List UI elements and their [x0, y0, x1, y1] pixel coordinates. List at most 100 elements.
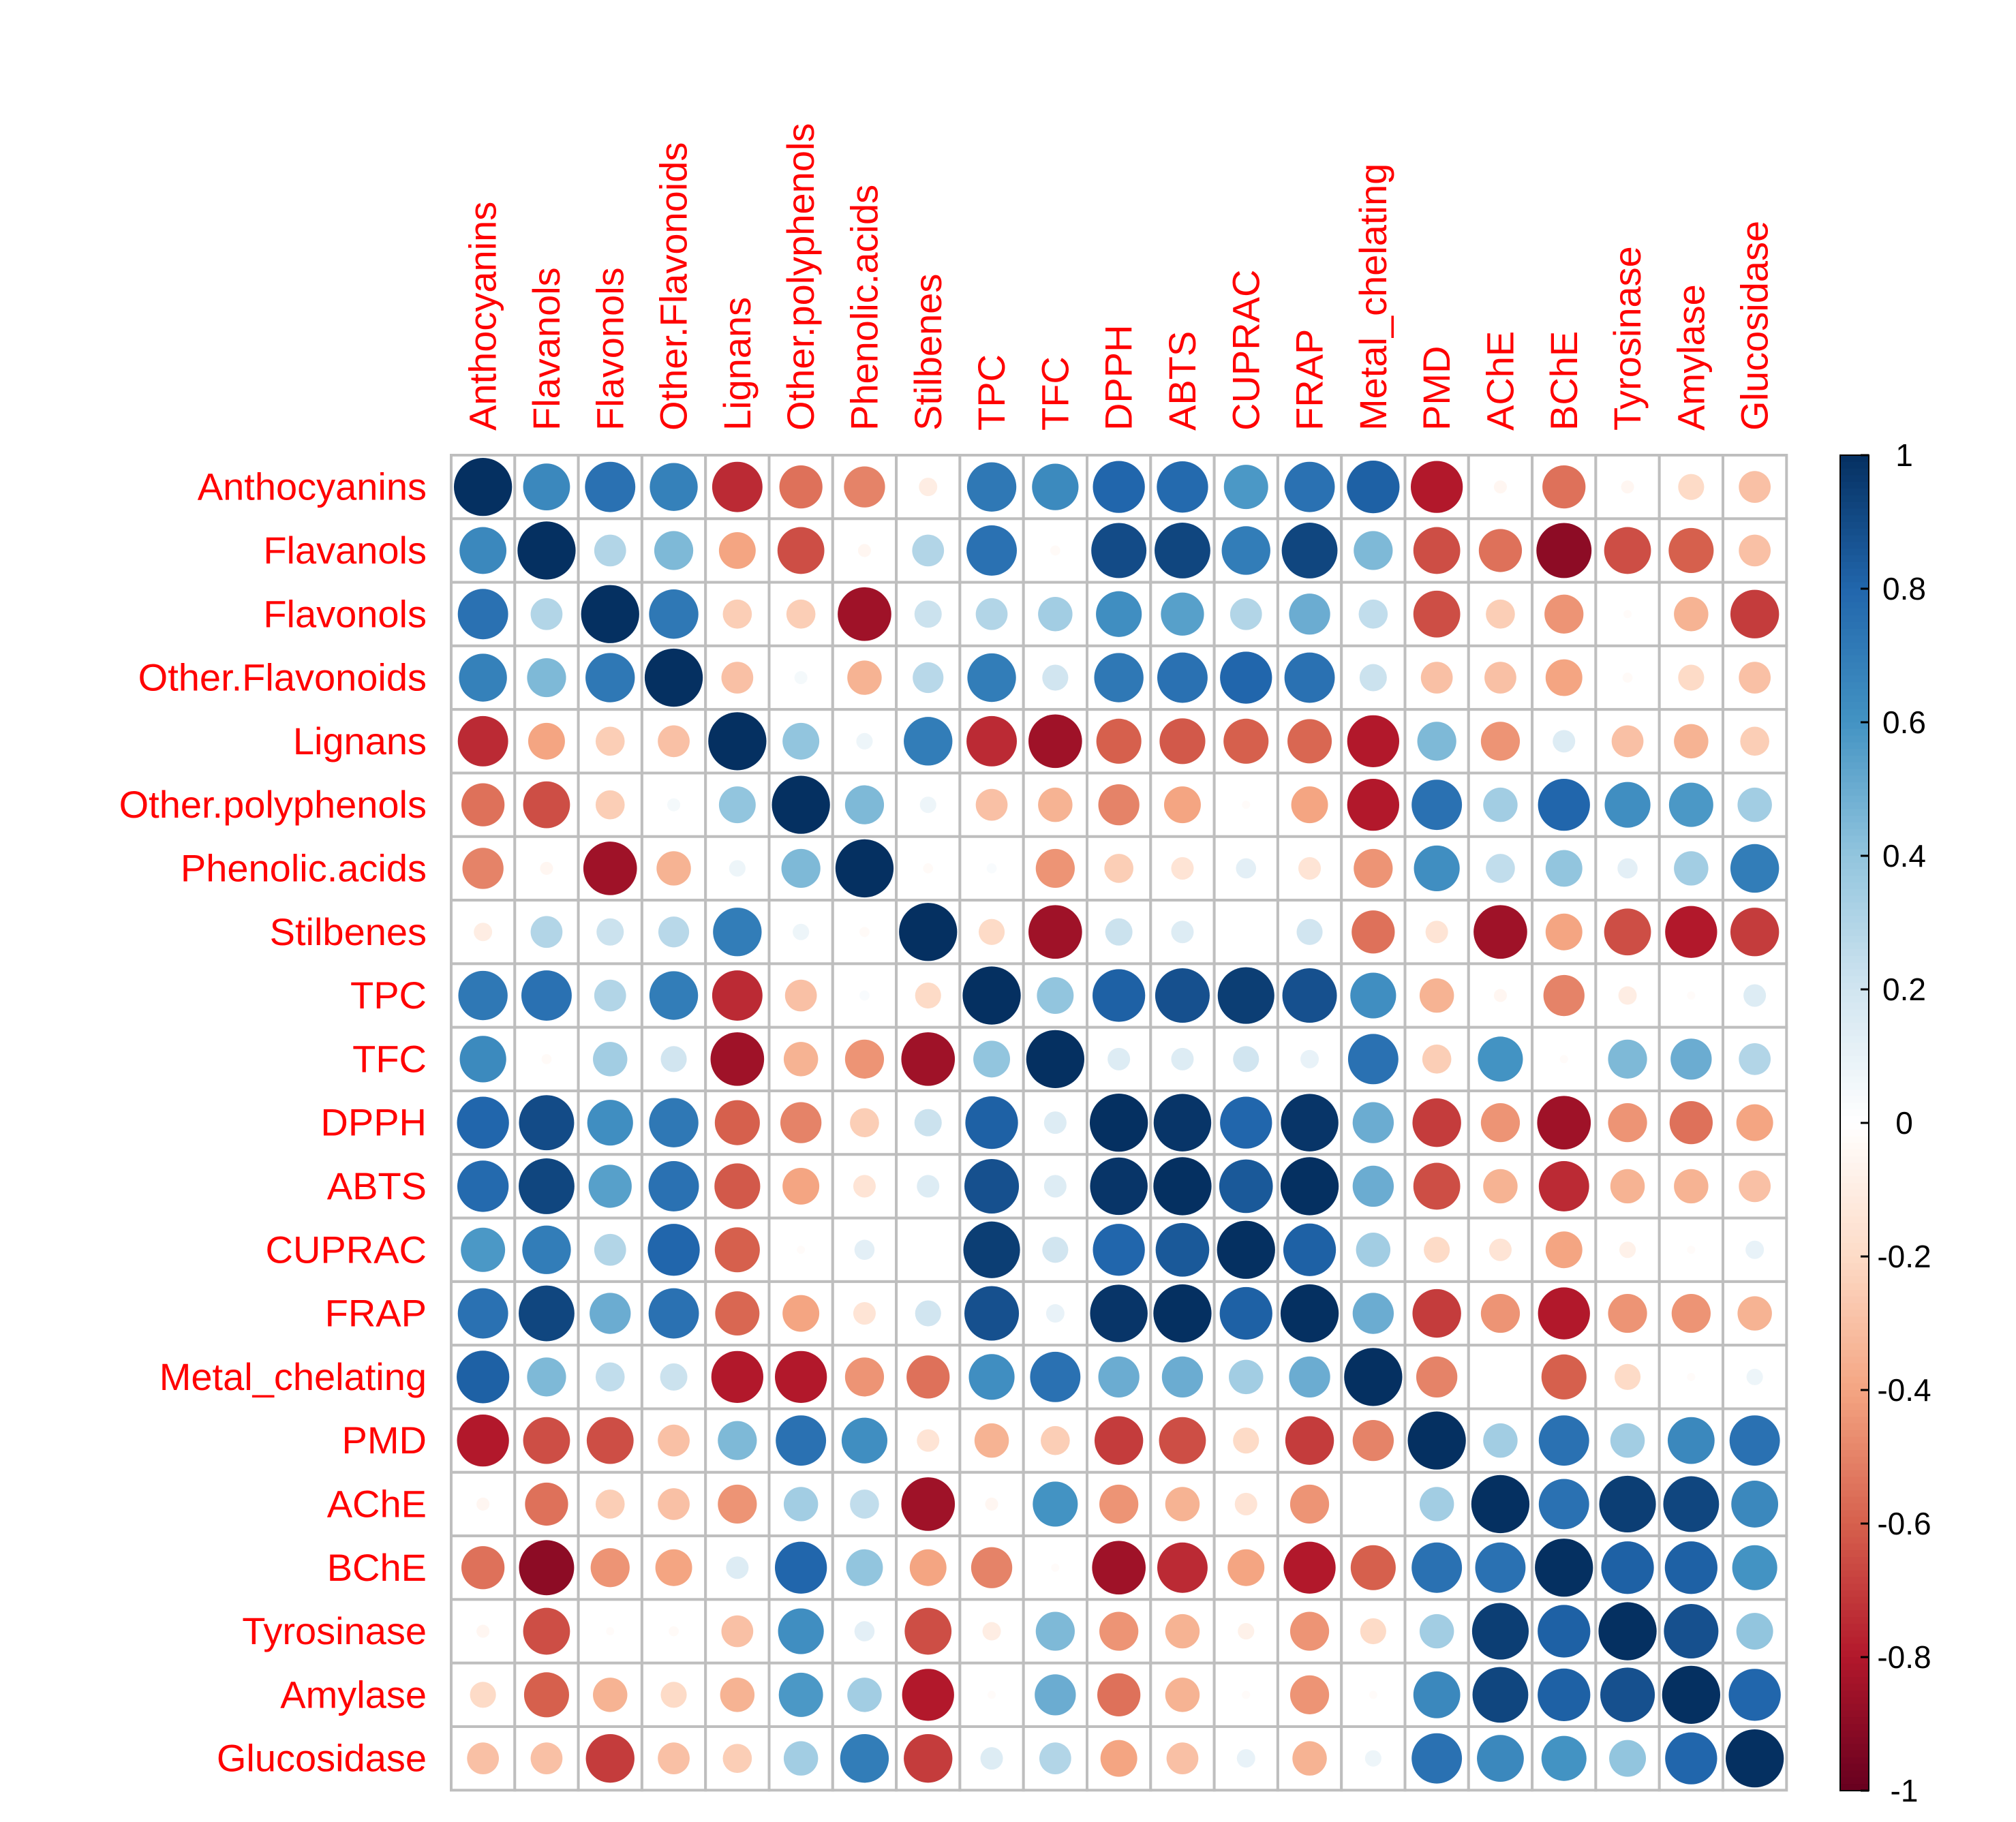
row-label-Metal_chelating: Metal_chelating	[159, 1355, 427, 1398]
column-label-Amylase: Amylase	[1669, 284, 1712, 431]
corr-circle-Stilbenes-Other.polyphenols	[793, 923, 810, 940]
corr-circle-FRAP-Phenolic.acids	[853, 1302, 876, 1325]
colorbar-segment	[1840, 962, 1869, 970]
colorbar-segment	[1840, 1677, 1869, 1684]
colorbar-segment	[1840, 795, 1869, 803]
colorbar-segment	[1840, 749, 1869, 756]
corr-circle-Stilbenes-Lignans	[713, 908, 762, 957]
corr-circle-BChE-Tyrosinase	[1601, 1541, 1654, 1594]
corr-circle-TFC-PMD	[1422, 1045, 1452, 1074]
corr-circle-Anthocyanins-PMD	[1411, 461, 1463, 513]
column-label-CUPRAC: CUPRAC	[1224, 270, 1267, 431]
colorbar-segment	[1840, 715, 1869, 723]
corr-circle-Metal_chelating-PMD	[1416, 1356, 1458, 1398]
colorbar-tick-label: -0.2	[1877, 1239, 1931, 1274]
corr-circle-Stilbenes-BChE	[1545, 913, 1583, 951]
corr-circle-Amylase-ABTS	[1165, 1678, 1200, 1712]
corr-circle-Tyrosinase-ABTS	[1165, 1613, 1200, 1649]
colorbar-segment	[1840, 989, 1869, 997]
colorbar-segment	[1840, 856, 1869, 863]
corr-circle-Flavanols-Lignans	[718, 531, 756, 569]
corr-circle-Anthocyanins-Amylase	[1678, 474, 1705, 500]
colorbar-segment	[1840, 1477, 1869, 1484]
corr-circle-Amylase-DPPH	[1097, 1673, 1141, 1716]
colorbar-segment	[1840, 675, 1869, 683]
corr-circle-BChE-Anthocyanins	[461, 1546, 505, 1590]
corr-circle-DPPH-Tyrosinase	[1608, 1103, 1647, 1143]
row-label-Other.Flavonoids: Other.Flavonoids	[138, 656, 427, 699]
corr-circle-TPC-ABTS	[1155, 968, 1210, 1023]
corr-circle-AChE-Other.Flavonoids	[658, 1488, 690, 1520]
corr-circle-Other.polyphenols-Flavanols	[523, 781, 570, 829]
colorbar-segment	[1840, 1136, 1869, 1144]
colorbar-segment	[1840, 1169, 1869, 1177]
corr-circle-Phenolic.acids-ABTS	[1171, 856, 1194, 880]
corr-circle-Stilbenes-Phenolic.acids	[859, 927, 870, 938]
corr-circle-Lignans-Flavanols	[528, 722, 565, 760]
corr-circle-AChE-Phenolic.acids	[850, 1489, 879, 1519]
row-label-Glucosidase: Glucosidase	[217, 1737, 427, 1780]
corr-circle-PMD-Other.Flavonoids	[658, 1424, 690, 1457]
row-label-TFC: TFC	[352, 1037, 427, 1080]
colorbar-segment	[1840, 1096, 1869, 1104]
corr-circle-Lignans-TPC	[966, 715, 1017, 767]
corr-circle-Other.Flavonoids-AChE	[1484, 662, 1516, 694]
corr-circle-Metal_chelating-Metal_chelating	[1344, 1348, 1403, 1406]
colorbar-segment	[1840, 956, 1869, 963]
corr-circle-PMD-CUPRAC	[1233, 1427, 1259, 1454]
corr-circle-Lignans-Other.Flavonoids	[658, 725, 690, 758]
corr-circle-Other.Flavonoids-Flavonols	[585, 653, 635, 702]
corr-circle-Tyrosinase-Flavanols	[523, 1607, 570, 1655]
column-label-Anthocyanins: Anthocyanins	[461, 202, 504, 431]
corr-circle-Lignans-TFC	[1028, 714, 1082, 769]
colorbar-segment	[1840, 969, 1869, 977]
colorbar-segment	[1840, 1069, 1869, 1077]
colorbar-segment	[1840, 615, 1869, 623]
colorbar-segment	[1840, 1329, 1869, 1338]
corr-circle-PMD-AChE	[1483, 1423, 1518, 1458]
corr-circle-Anthocyanins-Other.Flavonoids	[650, 463, 698, 511]
colorbar-segment	[1840, 1650, 1869, 1658]
corr-circle-Amylase-Flavonols	[593, 1678, 628, 1712]
colorbar-segment	[1840, 501, 1869, 510]
colorbar-segment	[1840, 1443, 1869, 1451]
colorbar-segment	[1840, 1690, 1869, 1698]
corr-circle-Glucosidase-Stilbenes	[904, 1733, 953, 1783]
corr-circle-Flavanols-AChE	[1478, 529, 1523, 572]
colorbar-segment	[1840, 475, 1869, 482]
corr-circle-PMD-Flavanols	[523, 1417, 570, 1464]
corr-circle-Glucosidase-Flavonols	[585, 1733, 635, 1783]
corr-circle-TFC-Flavanols	[541, 1053, 552, 1064]
corr-circle-Stilbenes-FRAP	[1296, 918, 1323, 945]
corr-circle-Tyrosinase-Flavonols	[606, 1627, 615, 1636]
colorbar-segment	[1840, 1657, 1869, 1665]
corr-circle-Anthocyanins-Tyrosinase	[1621, 480, 1634, 494]
corr-circle-AChE-CUPRAC	[1234, 1492, 1257, 1515]
corr-circle-Other.Flavonoids-CUPRAC	[1220, 651, 1272, 704]
row-labels: Anthocyanins Flavanols Flavonols Other.Flav…	[119, 465, 427, 1780]
corr-circle-PMD-Stilbenes	[917, 1429, 940, 1452]
corr-circle-Amylase-Other.Flavonoids	[660, 1682, 687, 1708]
corr-circle-Anthocyanins-Flavanols	[523, 463, 570, 511]
corr-circle-Flavonols-TPC	[975, 598, 1008, 630]
corr-circle-TPC-CUPRAC	[1217, 967, 1274, 1024]
row-label-TPC: TPC	[350, 974, 427, 1017]
colorbar-segment	[1840, 1229, 1869, 1237]
corr-circle-Phenolic.acids-CUPRAC	[1236, 858, 1257, 879]
corr-circle-TPC-Tyrosinase	[1618, 986, 1637, 1005]
colorbar-segment	[1840, 1717, 1869, 1725]
colorbar-segment	[1840, 1002, 1869, 1010]
colorbar-segment	[1840, 1577, 1869, 1584]
corr-circle-Flavonols-Lignans	[722, 599, 752, 629]
colorbar-segment	[1840, 635, 1869, 643]
corr-circle-Flavonols-Flavonols	[581, 585, 639, 643]
corr-circle-Other.Flavonoids-Glucosidase	[1739, 662, 1771, 694]
colorbar-segment	[1840, 1403, 1869, 1411]
corr-circle-Flavanols-Flavonols	[594, 534, 626, 567]
corr-circle-Phenolic.acids-Flavonols	[583, 841, 637, 895]
corr-circle-Glucosidase-Other.polyphenols	[783, 1741, 819, 1776]
colorbar-segment	[1840, 1350, 1869, 1357]
corr-circle-Metal_chelating-Other.polyphenols	[775, 1350, 827, 1403]
colorbar-segment	[1840, 1410, 1869, 1417]
